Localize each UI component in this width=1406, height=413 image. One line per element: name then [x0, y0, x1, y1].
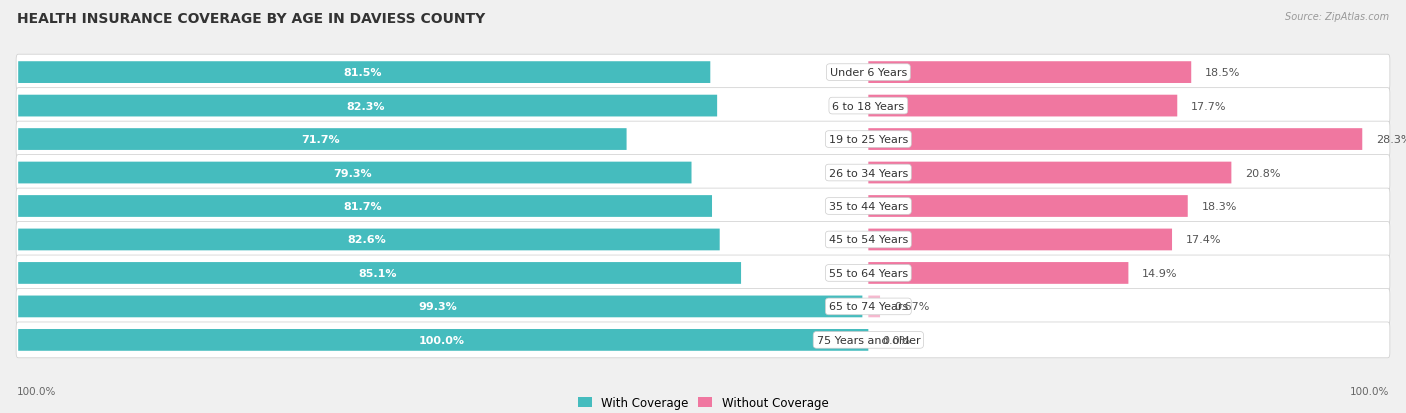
Text: 6 to 18 Years: 6 to 18 Years: [832, 101, 904, 112]
Text: 28.3%: 28.3%: [1376, 135, 1406, 145]
Text: 82.6%: 82.6%: [347, 235, 387, 245]
Text: 55 to 64 Years: 55 to 64 Years: [828, 268, 908, 278]
Text: 20.8%: 20.8%: [1246, 168, 1281, 178]
Text: 19 to 25 Years: 19 to 25 Years: [828, 135, 908, 145]
Text: 14.9%: 14.9%: [1142, 268, 1178, 278]
Text: 35 to 44 Years: 35 to 44 Years: [828, 202, 908, 211]
FancyBboxPatch shape: [15, 222, 1391, 258]
Text: 45 to 54 Years: 45 to 54 Years: [828, 235, 908, 245]
FancyBboxPatch shape: [18, 262, 741, 284]
Text: 18.5%: 18.5%: [1205, 68, 1240, 78]
Text: Under 6 Years: Under 6 Years: [830, 68, 907, 78]
Text: 17.7%: 17.7%: [1191, 101, 1226, 112]
FancyBboxPatch shape: [18, 229, 720, 251]
FancyBboxPatch shape: [18, 162, 692, 184]
FancyBboxPatch shape: [869, 196, 1188, 217]
Text: HEALTH INSURANCE COVERAGE BY AGE IN DAVIESS COUNTY: HEALTH INSURANCE COVERAGE BY AGE IN DAVI…: [17, 12, 485, 26]
FancyBboxPatch shape: [15, 322, 1391, 358]
FancyBboxPatch shape: [15, 189, 1391, 224]
FancyBboxPatch shape: [15, 255, 1391, 291]
FancyBboxPatch shape: [869, 296, 880, 318]
Text: 71.7%: 71.7%: [301, 135, 340, 145]
Text: 75 Years and older: 75 Years and older: [817, 335, 920, 345]
FancyBboxPatch shape: [18, 296, 862, 318]
FancyBboxPatch shape: [15, 55, 1391, 91]
FancyBboxPatch shape: [18, 329, 869, 351]
Text: 26 to 34 Years: 26 to 34 Years: [828, 168, 908, 178]
Text: 81.7%: 81.7%: [343, 202, 382, 211]
Text: 100.0%: 100.0%: [17, 387, 56, 396]
FancyBboxPatch shape: [18, 196, 711, 217]
Text: 100.0%: 100.0%: [418, 335, 464, 345]
Text: 17.4%: 17.4%: [1185, 235, 1222, 245]
FancyBboxPatch shape: [869, 229, 1173, 251]
FancyBboxPatch shape: [18, 62, 710, 84]
Legend: With Coverage, Without Coverage: With Coverage, Without Coverage: [572, 392, 834, 413]
Text: 65 to 74 Years: 65 to 74 Years: [828, 301, 908, 312]
FancyBboxPatch shape: [869, 262, 1129, 284]
FancyBboxPatch shape: [869, 95, 1177, 117]
Text: 0.0%: 0.0%: [882, 335, 910, 345]
Text: 0.67%: 0.67%: [894, 301, 929, 312]
Text: 18.3%: 18.3%: [1202, 202, 1237, 211]
FancyBboxPatch shape: [15, 155, 1391, 191]
Text: 100.0%: 100.0%: [1350, 387, 1389, 396]
FancyBboxPatch shape: [18, 129, 627, 151]
Text: 79.3%: 79.3%: [333, 168, 373, 178]
FancyBboxPatch shape: [15, 122, 1391, 158]
FancyBboxPatch shape: [869, 129, 1362, 151]
Text: 99.3%: 99.3%: [419, 301, 457, 312]
Text: 82.3%: 82.3%: [346, 101, 385, 112]
Text: 85.1%: 85.1%: [359, 268, 396, 278]
Text: Source: ZipAtlas.com: Source: ZipAtlas.com: [1285, 12, 1389, 22]
Text: 81.5%: 81.5%: [343, 68, 381, 78]
FancyBboxPatch shape: [15, 289, 1391, 325]
FancyBboxPatch shape: [15, 88, 1391, 124]
FancyBboxPatch shape: [18, 95, 717, 117]
FancyBboxPatch shape: [869, 162, 1232, 184]
FancyBboxPatch shape: [869, 62, 1191, 84]
